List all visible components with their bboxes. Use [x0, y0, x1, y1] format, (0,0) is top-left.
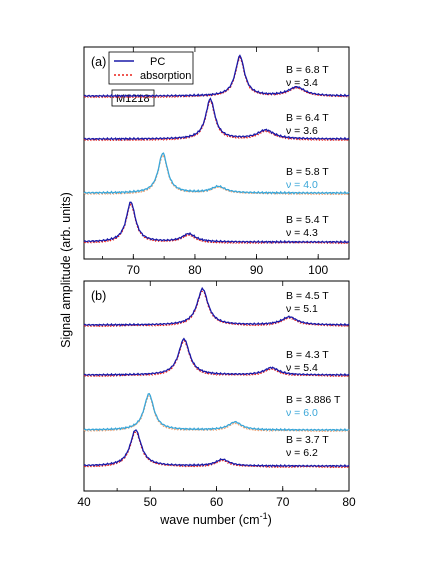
- pc-trace: [83, 429, 350, 468]
- filling-factor-label: ν = 6.0: [286, 407, 318, 419]
- pc-trace: [83, 97, 350, 141]
- pc-trace: [83, 392, 350, 432]
- x-tick-label: 60: [210, 495, 224, 509]
- legend-absorption-label: absorption: [140, 70, 191, 82]
- panel-a-x-ticks: 70 80 90 100: [102, 47, 350, 277]
- y-axis-label: Signal amplitude (arb. units): [59, 192, 73, 348]
- x-tick-label: 70: [276, 495, 290, 509]
- legend: PC absorption: [108, 51, 194, 85]
- panel-b-x-ticks: 40 50 60 70 80: [77, 281, 356, 509]
- pc-trace: [83, 337, 350, 377]
- x-tick-label: 50: [144, 495, 158, 509]
- pc-trace: [83, 54, 350, 98]
- field-label: B = 5.4 T: [286, 214, 329, 226]
- pc-trace: [83, 201, 350, 244]
- filling-factor-label: ν = 3.6: [286, 125, 318, 137]
- absorption-trace: [83, 100, 350, 142]
- filling-factor-label: ν = 4.0: [286, 179, 318, 191]
- panel-a: (a) PC absorption M1218 B = 6.8 Tν = 3.4…: [83, 46, 350, 277]
- absorption-trace: [83, 340, 350, 378]
- panel-a-frame: [83, 46, 350, 260]
- filling-factor-label: ν = 3.4: [286, 77, 318, 89]
- field-label: B = 6.8 T: [286, 64, 329, 76]
- field-label: B = 6.4 T: [286, 112, 329, 124]
- filling-factor-label: ν = 6.2: [286, 447, 318, 459]
- x-tick-label: 70: [127, 263, 141, 277]
- panel-a-traces: B = 6.8 Tν = 3.4 B = 6.4 Tν = 3.6 B = 5.8 …: [83, 54, 350, 245]
- panel-b-traces: B = 4.5 Tν = 5.1 B = 4.3 Tν = 5.4 B = 3.88…: [83, 286, 350, 469]
- absorption-trace: [83, 153, 350, 196]
- pc-trace: [83, 152, 350, 195]
- legend-box: [108, 51, 194, 85]
- field-label: B = 5.8 T: [286, 166, 329, 178]
- filling-factor-label: ν = 4.3: [286, 227, 318, 239]
- legend-pc-label: PC: [150, 56, 165, 68]
- field-label: B = 3.886 T: [286, 394, 341, 406]
- panel-a-label: (a): [91, 55, 106, 69]
- x-tick-label: 40: [77, 495, 91, 509]
- panel-b-label: (b): [91, 289, 106, 303]
- pc-trace: [83, 286, 350, 327]
- filling-factor-label: ν = 5.4: [286, 362, 318, 374]
- field-label: B = 3.7 T: [286, 434, 329, 446]
- sample-label: M1218: [116, 93, 150, 105]
- panel-b: (b) B = 4.5 Tν = 5.1B = 4.3 Tν = 5.4B = …: [77, 280, 356, 509]
- x-tick-label: 90: [250, 263, 264, 277]
- field-label: B = 4.3 T: [286, 349, 329, 361]
- x-tick-label: 100: [308, 263, 328, 277]
- filling-factor-label: ν = 5.1: [286, 303, 318, 315]
- field-label: B = 4.5 T: [286, 290, 329, 302]
- absorption-trace: [83, 395, 350, 433]
- absorption-trace: [83, 56, 350, 99]
- x-tick-label: 80: [188, 263, 202, 277]
- absorption-trace: [83, 290, 350, 328]
- x-axis-label: wave number (cm-1): [159, 511, 272, 527]
- x-tick-label: 80: [342, 495, 356, 509]
